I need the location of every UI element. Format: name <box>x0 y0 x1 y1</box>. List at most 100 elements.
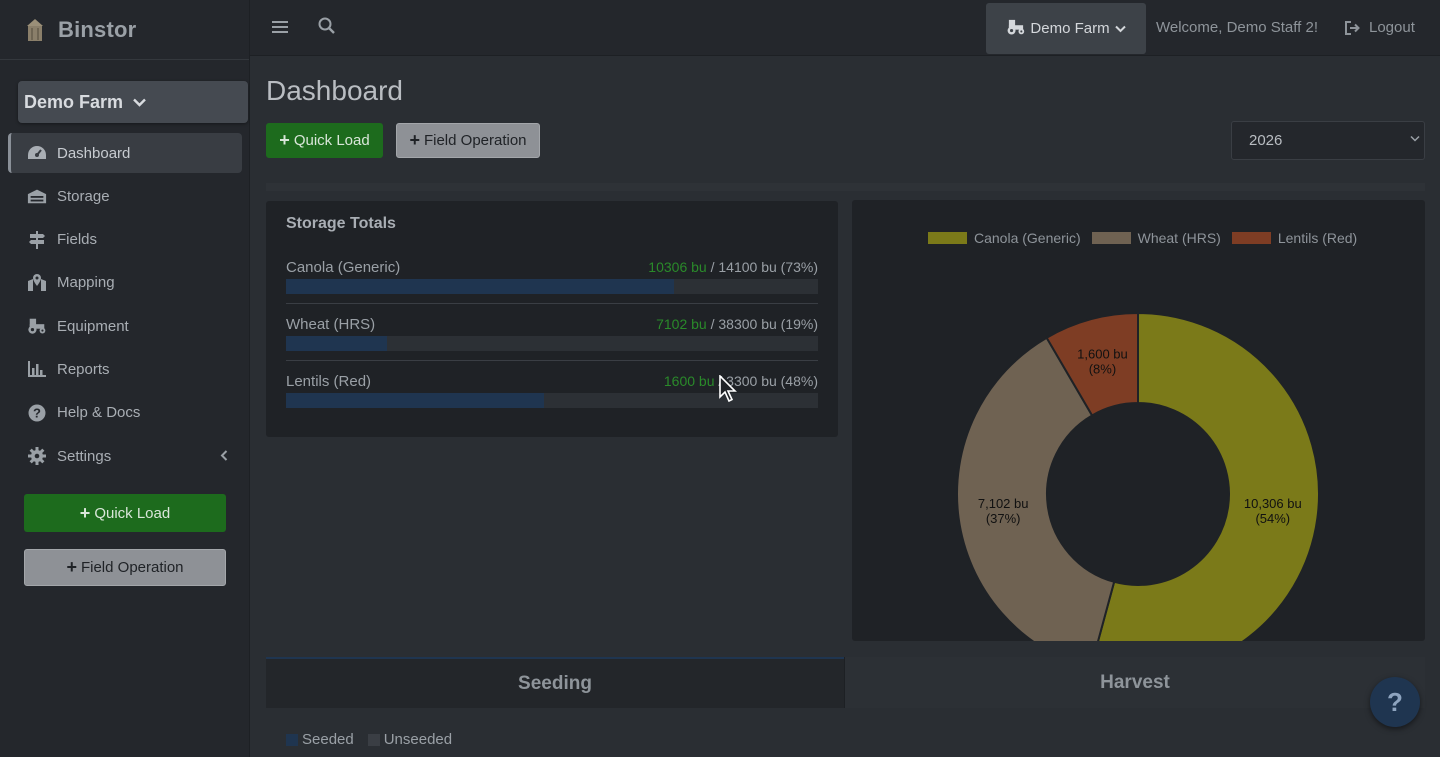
sidebar-item-label: Help & Docs <box>57 404 141 422</box>
chart-legend: Canola (Generic) Wheat (HRS) Lentils (Re… <box>928 230 1368 246</box>
farm-selector[interactable]: Demo Farm <box>18 81 248 123</box>
donut-slice[interactable] <box>1091 311 1320 641</box>
sidebar-item-label: Equipment <box>57 317 129 335</box>
sidebar-item-mapping[interactable]: Mapping <box>8 263 242 303</box>
legend-item[interactable]: Canola (Generic) <box>928 230 1081 246</box>
storage-progress-fill <box>286 279 675 294</box>
plus-icon: + <box>279 130 290 150</box>
slice-data-label: 7,102 bu <box>978 496 1029 511</box>
sidebar-item-label: Settings <box>57 447 112 465</box>
donut-slice[interactable] <box>1045 311 1139 417</box>
page-title: Dashboard <box>266 75 403 106</box>
welcome-text: Welcome, Demo Staff 2! <box>1156 19 1319 36</box>
operations-tabs: Seeding Harvest <box>266 657 1425 708</box>
storage-progress-bar <box>286 279 818 294</box>
storage-chart-card: Canola (Generic) Wheat (HRS) Lentils (Re… <box>852 200 1425 641</box>
legend-label: Wheat (HRS) <box>1137 230 1221 246</box>
crop-stored: 1600 bu <box>663 373 715 389</box>
gauge-icon <box>27 144 47 162</box>
slice-data-label: 1,600 bu <box>1077 347 1128 362</box>
legend-swatch <box>1231 232 1271 244</box>
signpost-icon <box>27 230 47 249</box>
farm-selector-label: Demo Farm <box>24 91 124 112</box>
storage-progress-bar <box>286 336 818 351</box>
question-circle-icon: ? <box>27 404 47 422</box>
crop-stored: 10306 bu <box>648 259 707 275</box>
slice-data-label: 10,306 bu <box>1244 496 1302 511</box>
year-select[interactable]: 2026 <box>1231 121 1425 160</box>
logout-label: Logout <box>1369 19 1415 36</box>
legend-label: Canola (Generic) <box>974 230 1081 246</box>
sidebar-item-reports[interactable]: Reports <box>8 349 242 389</box>
donut-chart: 10,306 bu(54%) 7,102 bu(37%) 1,600 bu(8%) <box>956 311 1320 641</box>
crop-capacity: / 38300 bu (19%) <box>706 316 818 332</box>
svg-text:?: ? <box>33 405 41 420</box>
brand-name: Binstor <box>58 16 137 42</box>
unseeded-swatch <box>367 733 380 746</box>
sidebar-item-storage[interactable]: Storage <box>8 176 242 216</box>
legend-label: Seeded <box>302 731 354 748</box>
tab-harvest[interactable]: Harvest <box>844 657 1425 708</box>
legend-item[interactable]: Seeded <box>286 731 354 748</box>
legend-item[interactable]: Unseeded <box>367 731 453 748</box>
chevron-down-icon <box>1410 133 1420 145</box>
plus-icon: + <box>79 502 91 523</box>
brand[interactable]: Binstor <box>0 0 249 60</box>
sidebar-item-label: Fields <box>57 231 98 249</box>
donut-slice[interactable] <box>956 336 1116 641</box>
plus-icon: + <box>409 130 420 150</box>
row-divider <box>286 360 818 361</box>
slice-data-label: (54%) <box>1255 511 1290 526</box>
seeding-legend: Seeded Unseeded <box>286 731 466 748</box>
tab-seeding[interactable]: Seeding <box>266 657 844 708</box>
field-operation-label: Field Operation <box>423 132 527 149</box>
sidebar-field-operation-button[interactable]: + Field Operation <box>24 549 226 586</box>
silo-logo-icon <box>27 18 43 41</box>
crop-amount: 1600 bu / 3300 bu (48%) <box>664 373 818 389</box>
legend-label: Lentils (Red) <box>1277 230 1358 246</box>
quick-load-label: Quick Load <box>94 504 171 522</box>
search-icon[interactable] <box>318 17 336 40</box>
map-marker-icon <box>27 273 47 292</box>
legend-item[interactable]: Wheat (HRS) <box>1091 230 1221 246</box>
warehouse-icon <box>27 187 47 205</box>
crop-name: Canola (Generic) <box>286 259 401 276</box>
mouse-cursor-icon <box>719 375 737 403</box>
crop-capacity: / 14100 bu (73%) <box>706 259 818 275</box>
legend-item[interactable]: Lentils (Red) <box>1231 230 1358 246</box>
bar-chart-icon <box>27 360 47 378</box>
slice-data-label: (8%) <box>1089 362 1116 377</box>
legend-label: Unseeded <box>383 731 453 748</box>
field-operation-button[interactable]: + Field Operation <box>396 123 540 158</box>
question-icon: ? <box>1387 686 1403 717</box>
chevron-down-icon <box>1114 20 1126 37</box>
plus-icon: + <box>66 557 77 577</box>
quick-load-label: Quick Load <box>293 132 370 149</box>
sidebar-item-dashboard[interactable]: Dashboard <box>8 133 242 173</box>
crop-capacity: / 3300 bu (48%) <box>714 373 818 389</box>
crop-name: Lentils (Red) <box>286 373 372 390</box>
help-button[interactable]: ? <box>1370 677 1420 727</box>
sidebar-quick-load-button[interactable]: + Quick Load <box>24 494 226 532</box>
chevron-down-icon <box>133 95 146 110</box>
sidebar-item-equipment[interactable]: Equipment <box>8 306 242 346</box>
sign-out-icon <box>1345 20 1360 35</box>
sidebar-item-fields[interactable]: Fields <box>8 220 242 260</box>
quick-load-button[interactable]: + Quick Load <box>266 123 383 158</box>
sidebar-item-label: Mapping <box>57 274 115 292</box>
main-content: Dashboard + Quick Load + Field Operation… <box>250 56 1440 757</box>
legend-swatch <box>928 232 967 244</box>
sidebar-item-settings[interactable]: Settings <box>8 436 242 476</box>
section-divider <box>266 183 1425 191</box>
logout-link[interactable]: Logout <box>1345 19 1415 36</box>
crop-amount: 10306 bu / 14100 bu (73%) <box>648 259 818 275</box>
storage-progress-fill <box>286 336 388 351</box>
farm-dropdown[interactable]: Demo Farm <box>986 3 1146 54</box>
slice-data-label: (37%) <box>986 511 1021 526</box>
storage-progress-fill <box>286 393 545 408</box>
hamburger-menu-icon[interactable] <box>272 17 288 40</box>
storage-totals-title: Storage Totals <box>286 215 396 232</box>
sidebar-item-label: Dashboard <box>57 144 131 162</box>
sidebar-item-help-docs[interactable]: ? Help & Docs <box>8 393 242 433</box>
